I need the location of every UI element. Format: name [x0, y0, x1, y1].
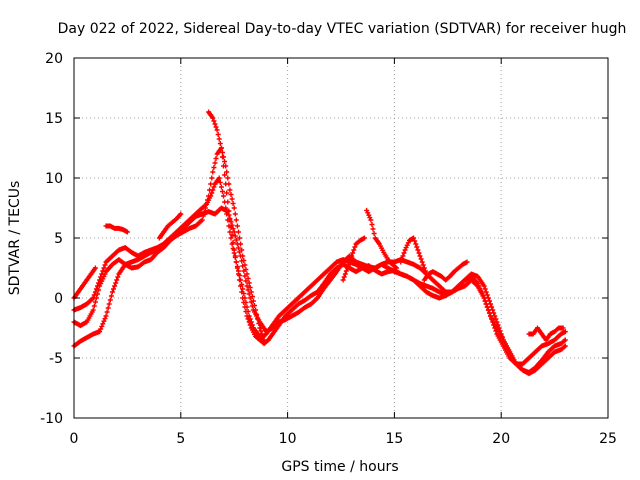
series-markers [421, 259, 470, 283]
y-tick-label: -5 [49, 351, 63, 367]
series-markers [364, 207, 399, 271]
series-trace-k [421, 259, 470, 283]
series-trace-f [156, 211, 184, 241]
y-tick-label: 10 [45, 171, 63, 187]
x-axis-label: GPS time / hours [281, 459, 398, 475]
x-tick-label: 15 [385, 431, 403, 447]
series-trace-g [206, 109, 267, 343]
series-trace-i [364, 207, 399, 271]
y-tick-label: 20 [45, 51, 63, 67]
chart-title: Day 022 of 2022, Sidereal Day-to-day VTE… [58, 21, 627, 37]
y-tick-label: 15 [45, 111, 63, 127]
y-axis: -10 -5 0 5 10 15 20 [40, 51, 608, 427]
series-markers [340, 235, 367, 283]
series-trace-a [71, 145, 568, 375]
series-markers [71, 175, 568, 377]
series-markers [206, 109, 267, 343]
series-trace-h [340, 235, 367, 283]
y-axis-label: SDTVAR / TECUs [7, 181, 23, 296]
x-tick-label: 0 [70, 431, 79, 447]
grid-lines [74, 58, 608, 418]
y-tick-label: 0 [54, 291, 63, 307]
series-markers [156, 211, 184, 241]
x-tick-label: 25 [599, 431, 617, 447]
x-axis: 0 5 10 15 20 25 [70, 58, 617, 447]
series-markers [71, 145, 568, 375]
series-markers [103, 223, 130, 235]
x-tick-label: 10 [279, 431, 297, 447]
series-trace-b [71, 175, 568, 377]
series-markers [398, 235, 429, 277]
series-trace-e [103, 223, 130, 235]
series-trace-j [398, 235, 429, 277]
y-tick-label: 5 [54, 231, 63, 247]
series-trace-l [526, 325, 566, 343]
y-tick-label: -10 [40, 411, 63, 427]
data-points [71, 109, 568, 377]
x-tick-label: 5 [176, 431, 185, 447]
x-tick-label: 20 [492, 431, 510, 447]
series-markers [526, 325, 566, 343]
